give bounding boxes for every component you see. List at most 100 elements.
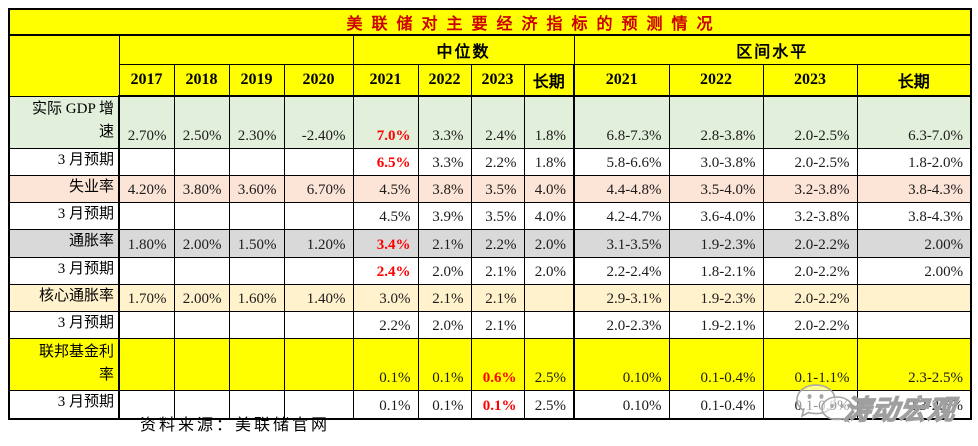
row-label: 3 月预期 bbox=[8, 147, 120, 176]
row-label: 3 月预期 bbox=[8, 256, 120, 285]
table-cell: 2.0% bbox=[523, 229, 575, 258]
table-cell: 2.3-2.5% bbox=[856, 390, 972, 419]
table-row-gdp-march: 3 月预期 6.5% 3.3% 2.2% 1.8% 5.8-6.6% 3.0-3… bbox=[8, 147, 972, 176]
table-title-row: 美联储对主要经济指标的预测情况 bbox=[8, 8, 972, 36]
table-cell bbox=[856, 310, 972, 340]
table-cell bbox=[173, 390, 230, 419]
table-cell: -2.40% bbox=[283, 95, 354, 149]
indicator-column-header bbox=[8, 34, 120, 97]
median-group-header: 中位数 bbox=[352, 34, 575, 65]
table-cell: 2.70% bbox=[118, 95, 175, 149]
table-cell: 4.20% bbox=[118, 174, 175, 204]
table-cell: 0.1-0.4% bbox=[668, 338, 764, 392]
table-cell: 3.0% bbox=[352, 283, 419, 313]
year-header-row: 2017 2018 2019 2020 2021 2022 2023 长期 20… bbox=[9, 64, 972, 97]
table-cell: 4.5% bbox=[352, 201, 419, 231]
year-header: 2020 bbox=[283, 64, 354, 97]
table-cell bbox=[118, 201, 175, 231]
table-cell: 2.0% bbox=[417, 256, 472, 285]
table-cell: 2.0-2.2% bbox=[762, 229, 858, 258]
table-row-fed-funds-rate-march: 3 月预期 0.1% 0.1% 0.1% 2.5% 0.10% 0.1-0.4%… bbox=[8, 390, 972, 419]
table-cell bbox=[283, 147, 354, 176]
year-header: 2018 bbox=[173, 64, 230, 97]
table-cell: 3.3% bbox=[417, 147, 472, 176]
table-cell: 2.00% bbox=[856, 256, 972, 285]
table-row-inflation-march: 3 月预期 2.4% 2.0% 2.1% 2.0% 2.2-2.4% 1.8-2… bbox=[8, 256, 972, 285]
table-cell: 2.1% bbox=[470, 256, 525, 285]
table-cell: 2.0-2.3% bbox=[573, 310, 670, 340]
table-cell: 3.8% bbox=[417, 174, 472, 204]
table-cell: 2.1% bbox=[470, 283, 525, 313]
table-cell: 6.8-7.3% bbox=[573, 95, 670, 149]
table-cell bbox=[523, 283, 575, 313]
table-cell: 1.9-2.1% bbox=[668, 310, 764, 340]
table-cell: 0.1-1.1% bbox=[762, 338, 858, 392]
table-cell bbox=[283, 310, 354, 340]
row-label: 3 月预期 bbox=[8, 310, 120, 340]
table-cell bbox=[228, 338, 285, 392]
table-cell: 2.00% bbox=[173, 229, 230, 258]
fed-forecast-table: 美联储对主要经济指标的预测情况 中位数 区间水平 2017 2018 2019 … bbox=[8, 8, 973, 420]
table-cell: 0.1% bbox=[417, 390, 472, 419]
table-cell: 1.8-2.1% bbox=[668, 256, 764, 285]
range-group-header: 区间水平 bbox=[573, 34, 972, 65]
table-cell: 0.1% bbox=[352, 390, 419, 419]
table-row-fed-funds-rate: 联邦基金利 率 0.1% 0.1% 0.6% 2.5% 0.10% 0.1-0.… bbox=[8, 338, 972, 392]
table-cell-highlighted: 7.0% bbox=[352, 95, 419, 149]
table-cell: 4.4-4.8% bbox=[573, 174, 670, 204]
table-cell: 2.00% bbox=[856, 229, 972, 258]
table-cell: 5.8-6.6% bbox=[573, 147, 670, 176]
column-group-header-row: 中位数 区间水平 bbox=[8, 34, 972, 97]
table-cell: 3.3% bbox=[417, 95, 472, 149]
year-header: 2023 bbox=[762, 64, 858, 97]
year-header: 2021 bbox=[573, 64, 670, 97]
table-cell: 3.5% bbox=[470, 174, 525, 204]
table-cell: 3.6-4.0% bbox=[668, 201, 764, 231]
table-cell: 2.0% bbox=[523, 256, 575, 285]
table-cell: 0.1% bbox=[352, 338, 419, 392]
table-cell bbox=[283, 338, 354, 392]
table-cell: 1.8-2.0% bbox=[856, 147, 972, 176]
table-cell: 2.5% bbox=[523, 338, 575, 392]
table-cell bbox=[173, 147, 230, 176]
table-row-unemployment-march: 3 月预期 4.5% 3.9% 3.5% 4.0% 4.2-4.7% 3.6-4… bbox=[8, 201, 972, 231]
table-cell-highlighted: 0.1% bbox=[470, 390, 525, 419]
table-cell: 2.5% bbox=[523, 390, 575, 419]
table-cell bbox=[118, 338, 175, 392]
table-cell: 3.2-3.8% bbox=[762, 174, 858, 204]
table-cell: 4.0% bbox=[523, 201, 575, 231]
table-cell: 4.5% bbox=[352, 174, 419, 204]
table-cell: 2.1% bbox=[417, 229, 472, 258]
table-row-inflation: 通胀率 1.80% 2.00% 1.50% 1.20% 3.4% 2.1% 2.… bbox=[8, 229, 972, 258]
year-header: 长期 bbox=[523, 64, 575, 97]
table-cell: 3.0-3.8% bbox=[668, 147, 764, 176]
table-cell: 3.60% bbox=[228, 174, 285, 204]
table-cell: 2.0-2.2% bbox=[762, 310, 858, 340]
table-cell-highlighted: 2.4% bbox=[352, 256, 419, 285]
table-cell: 4.2-4.7% bbox=[573, 201, 670, 231]
table-cell: 2.30% bbox=[228, 95, 285, 149]
table-row-core-inflation-march: 3 月预期 2.2% 2.0% 2.1% 2.0-2.3% 1.9-2.1% 2… bbox=[8, 310, 972, 340]
row-label: 通胀率 bbox=[8, 229, 120, 258]
table-cell: 0.1% bbox=[417, 338, 472, 392]
year-header: 2021 bbox=[352, 64, 419, 97]
table-cell: 0.1-0.4% bbox=[668, 390, 764, 419]
table-cell: 0.1-0.9% bbox=[762, 390, 858, 419]
table-cell bbox=[173, 201, 230, 231]
table-cell: 3.8-4.3% bbox=[856, 174, 972, 204]
table-cell: 3.2-3.8% bbox=[762, 201, 858, 231]
table-cell bbox=[118, 256, 175, 285]
table-cell: 6.70% bbox=[283, 174, 354, 204]
row-label: 核心通胀率 bbox=[8, 283, 120, 313]
table-cell: 2.2% bbox=[470, 147, 525, 176]
table-row-gdp: 实际 GDP 增 速 2.70% 2.50% 2.30% -2.40% 7.0%… bbox=[8, 95, 972, 149]
table-cell: 1.40% bbox=[283, 283, 354, 313]
table-cell: 3.8-4.3% bbox=[856, 201, 972, 231]
table-cell: 1.8% bbox=[523, 147, 575, 176]
table-cell: 3.9% bbox=[417, 201, 472, 231]
year-header: 2023 bbox=[470, 64, 525, 97]
table-cell-highlighted: 3.4% bbox=[352, 229, 419, 258]
table-cell bbox=[118, 147, 175, 176]
table-cell: 1.80% bbox=[118, 229, 175, 258]
table-cell: 1.60% bbox=[228, 283, 285, 313]
